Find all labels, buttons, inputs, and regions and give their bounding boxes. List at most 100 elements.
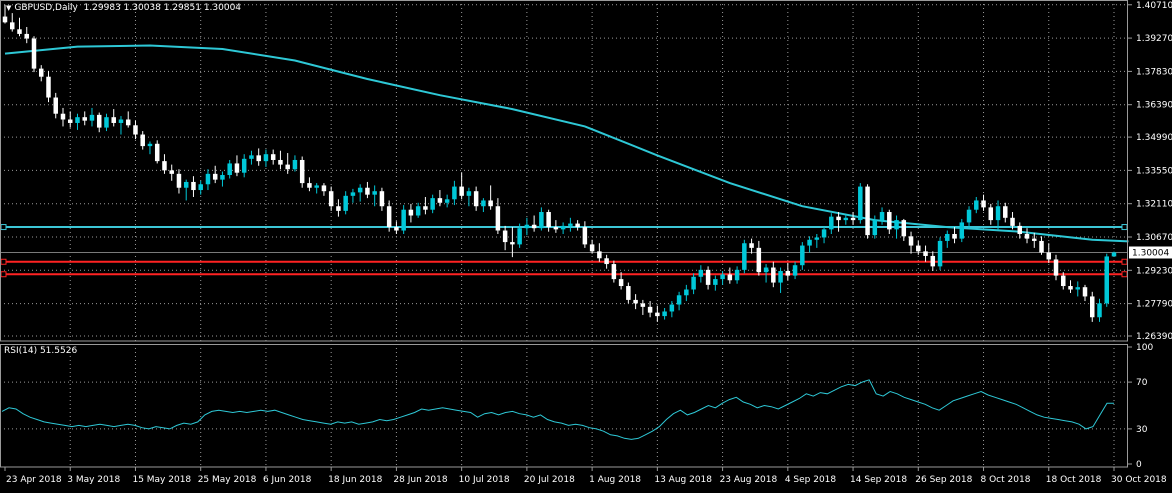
rsi-header: RSI(14) 51.5526 [4, 346, 77, 356]
bullish-candle-body [467, 191, 471, 196]
bullish-candle-body [1105, 256, 1109, 303]
bullish-candle-body [104, 117, 108, 127]
bullish-candle-body [148, 144, 152, 146]
bearish-candle-body [510, 242, 514, 244]
bullish-candle-body [372, 191, 376, 194]
dropdown-triangle-icon[interactable]: ▼ [6, 4, 11, 12]
bearish-candle-body [285, 165, 289, 170]
date-tick-label: 18 Jun 2018 [328, 475, 382, 485]
bearish-candle-body [459, 187, 463, 196]
bullish-candle-body [351, 192, 355, 195]
level-right-handle [1122, 225, 1127, 230]
bullish-candle-body [742, 243, 746, 270]
date-tick-label: 25 May 2018 [198, 475, 257, 485]
bearish-candle-body [728, 274, 732, 280]
bearish-candle-body [474, 191, 478, 206]
bearish-candle-body [271, 154, 275, 160]
bearish-candle-body [32, 39, 36, 69]
bearish-candle-body [235, 163, 239, 172]
bearish-candle-body [909, 236, 913, 245]
price-tick-label: 1.37830 [1136, 67, 1172, 77]
bearish-candle-body [97, 115, 101, 128]
bearish-candle-body [532, 225, 536, 228]
bearish-candle-body [633, 300, 637, 303]
date-tick-label: 6 Jun 2018 [263, 475, 312, 485]
date-tick-label: 3 May 2018 [67, 475, 120, 485]
bearish-candle-body [952, 234, 956, 239]
bearish-candle-body [583, 227, 587, 244]
bullish-candle-body [713, 279, 717, 285]
bearish-candle-body [488, 200, 492, 206]
bearish-candle-body [24, 34, 28, 39]
level-left-handle [1, 272, 6, 277]
bullish-candle-body [1076, 287, 1080, 289]
bullish-candle-body [960, 222, 964, 238]
bullish-candle-body [90, 115, 94, 121]
level-right-handle [1122, 272, 1127, 277]
bullish-candle-body [220, 175, 224, 180]
bullish-candle-body [807, 240, 811, 246]
bullish-candle-body [358, 188, 362, 193]
rsi-tick-label: 100 [1136, 343, 1153, 353]
bearish-candle-body [46, 77, 50, 98]
bearish-candle-body [1025, 234, 1029, 239]
bearish-candle-body [1061, 276, 1065, 286]
price-tick-label: 1.36390 [1136, 101, 1172, 111]
date-tick-label: 8 Oct 2018 [981, 475, 1031, 485]
date-tick-label: 18 Oct 2018 [1046, 475, 1102, 485]
bullish-candle-body [800, 246, 804, 266]
bullish-candle-body [242, 159, 246, 173]
rsi-tick-label: 30 [1136, 425, 1148, 435]
bearish-candle-body [655, 313, 659, 316]
date-tick-label: 10 Jul 2018 [459, 475, 510, 485]
bearish-candle-body [503, 231, 507, 243]
price-tick-label: 1.33550 [1136, 166, 1172, 176]
date-tick-label: 14 Sep 2018 [850, 475, 907, 485]
bullish-candle-body [873, 220, 877, 235]
bearish-candle-body [307, 183, 311, 188]
bearish-candle-body [916, 246, 920, 252]
symbol-label: GBPUSD,Daily [14, 3, 77, 13]
bearish-candle-body [554, 227, 558, 229]
bearish-candle-body [597, 251, 601, 258]
level-left-handle [1, 259, 6, 264]
bearish-candle-body [923, 251, 927, 256]
bullish-candle-body [894, 220, 898, 229]
bullish-candle-body [858, 187, 862, 221]
rsi-tick-label: 0 [1136, 460, 1142, 470]
price-tick-label: 1.39270 [1136, 34, 1172, 44]
bearish-candle-body [409, 210, 413, 216]
bearish-candle-body [162, 161, 166, 170]
bearish-candle-body [380, 191, 384, 206]
bearish-candle-body [757, 248, 761, 272]
bullish-candle-body [206, 174, 210, 184]
bearish-candle-body [887, 212, 891, 229]
bearish-candle-body [749, 243, 753, 248]
price-tick-label: 1.27790 [1136, 300, 1172, 310]
ohlc-readout: 1.29983 1.30038 1.29851 1.30004 [84, 3, 241, 13]
bearish-candle-body [1068, 286, 1072, 289]
bullish-candle-body [568, 224, 572, 226]
bearish-candle-body [438, 198, 442, 203]
current-price-label: 1.30004 [1132, 248, 1169, 258]
bullish-candle-body [1112, 252, 1116, 256]
bullish-candle-body [974, 200, 978, 209]
bearish-candle-body [191, 182, 195, 190]
bearish-candle-body [546, 212, 550, 227]
bullish-candle-body [481, 200, 485, 206]
bullish-candle-body [735, 270, 739, 280]
bearish-candle-body [278, 160, 282, 165]
date-tick-label: 26 Sep 2018 [915, 475, 972, 485]
bearish-candle-body [126, 119, 130, 125]
price-tick-label: 1.40710 [1136, 1, 1172, 11]
price-tick-label: 1.30670 [1136, 233, 1172, 243]
bullish-candle-body [699, 270, 703, 277]
bullish-candle-body [539, 212, 543, 228]
bullish-candle-body [198, 184, 202, 190]
date-tick-label: 28 Jun 2018 [393, 475, 447, 485]
bearish-candle-body [365, 188, 369, 195]
bearish-candle-body [989, 207, 993, 220]
bullish-candle-body [815, 237, 819, 239]
